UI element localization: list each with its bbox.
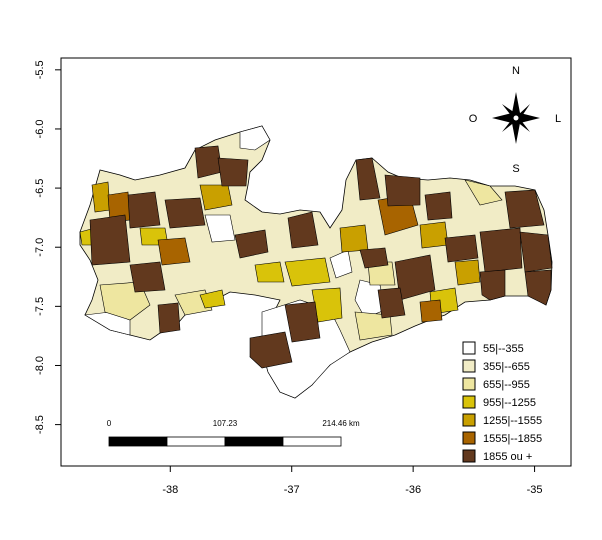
- x-axis: -38 -37 -36 -35: [162, 466, 543, 496]
- x-tick-label: -37: [284, 484, 300, 496]
- legend-label: 1555|--1855: [483, 433, 542, 445]
- region-dark: [424, 191, 453, 221]
- region-dark: [359, 247, 389, 269]
- region-yellow: [254, 261, 285, 283]
- scale-label-end: 214.46 km: [322, 419, 360, 428]
- region-white: [204, 214, 236, 243]
- region-dark: [157, 302, 181, 334]
- region-dark: [479, 269, 506, 301]
- x-tick-label: -35: [527, 484, 543, 496]
- region-dark: [194, 145, 223, 179]
- scale-label-mid: 107.23: [213, 419, 238, 428]
- y-tick-label: -5.5: [34, 60, 46, 79]
- map-legend: 55|--355 355|--655 655|--955 955|--1255 1255…: [462, 341, 542, 463]
- scale-bar: 0 107.23 214.46 km: [107, 419, 360, 447]
- region-dark: [504, 189, 545, 229]
- x-tick-label: -36: [405, 484, 421, 496]
- legend-label: 1255|--1555: [483, 415, 542, 427]
- plot-frame: [60, 57, 572, 467]
- compass-center: [513, 115, 519, 121]
- region-yellow: [199, 289, 226, 309]
- y-tick-label: -8.5: [34, 415, 46, 434]
- region-dark: [129, 261, 166, 293]
- region-orange: [419, 299, 443, 323]
- y-tick-label: -7.5: [34, 297, 46, 316]
- region-dark: [394, 254, 436, 301]
- state-region: [79, 125, 553, 399]
- region-light: [464, 179, 503, 206]
- region-dark: [384, 174, 421, 207]
- region-white: [239, 125, 271, 151]
- region-dark: [164, 197, 206, 229]
- x-tick-label: -38: [162, 484, 178, 496]
- legend-label: 355|--655: [483, 361, 530, 373]
- legend-swatch: [462, 431, 476, 445]
- legend-swatch: [462, 449, 476, 463]
- legend-swatch: [462, 413, 476, 427]
- scale-segment: [282, 436, 342, 447]
- y-tick-label: -7.0: [34, 238, 46, 257]
- region-gold: [454, 259, 481, 286]
- region-gold: [199, 184, 233, 211]
- scale-segment: [108, 436, 168, 447]
- region-dark: [519, 231, 553, 273]
- scale-label-start: 0: [107, 419, 112, 428]
- legend-swatch: [462, 395, 476, 409]
- legend-label: 955|--1255: [483, 397, 536, 409]
- legend-swatch: [462, 341, 476, 355]
- region-gold: [91, 181, 111, 213]
- region-dark: [127, 191, 161, 229]
- compass-east-label: L: [555, 113, 561, 125]
- compass-south-label: S: [512, 163, 519, 175]
- region-dark: [444, 234, 479, 263]
- legend-swatch: [462, 359, 476, 373]
- legend-label: 1855 ou +: [483, 451, 532, 463]
- region-dark: [355, 157, 381, 201]
- region-light: [354, 311, 393, 341]
- region-white: [329, 249, 353, 279]
- region-dark: [479, 227, 523, 273]
- y-tick-label: -6.5: [34, 179, 46, 198]
- legend-swatch: [462, 377, 476, 391]
- y-tick-label: -6.0: [34, 119, 46, 138]
- scale-segment: [224, 436, 284, 447]
- region-gold: [419, 221, 449, 249]
- scale-segment: [166, 436, 226, 447]
- region-dark: [89, 214, 131, 266]
- region-orange: [157, 237, 191, 266]
- region-yellow: [284, 257, 331, 287]
- region-dark: [284, 301, 321, 343]
- region-dark: [217, 157, 249, 187]
- region-gold: [339, 224, 369, 253]
- region-dark: [234, 229, 269, 259]
- legend-label: 655|--955: [483, 379, 530, 391]
- legend-label: 55|--355: [483, 343, 524, 355]
- y-tick-label: -8.0: [34, 356, 46, 375]
- region-dark: [249, 331, 293, 369]
- region-dark: [524, 269, 552, 306]
- y-axis: -5.5 -6.0 -6.5 -7.0 -7.5 -8.0 -8.5: [34, 60, 61, 434]
- region-dark: [287, 211, 319, 249]
- compass-west-label: O: [469, 113, 478, 125]
- compass-rose: N S O L: [469, 65, 561, 175]
- compass-north-label: N: [512, 65, 520, 77]
- region-dark: [377, 287, 406, 319]
